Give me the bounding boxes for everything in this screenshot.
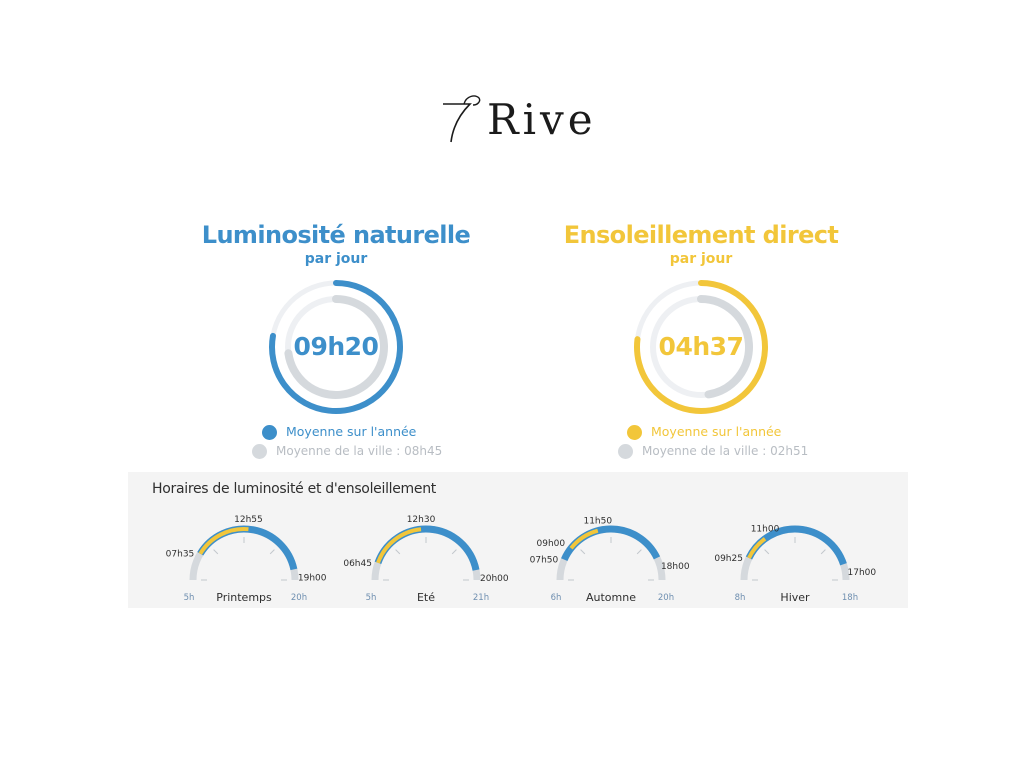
- automne-min-label: 6h: [551, 593, 562, 603]
- hiver-gauge-tick: [764, 549, 770, 555]
- sunshine-subtitle: par jour: [669, 251, 733, 267]
- printemps-daylight-arc: [197, 525, 298, 571]
- printemps-sun-end-label: 12h55: [234, 515, 263, 525]
- hiver-light-end-label: 17h00: [848, 568, 877, 578]
- printemps-gauge-tick: [269, 549, 275, 555]
- luminosity-legend-city: Moyenne de la ville : 08h45: [252, 443, 442, 459]
- automne-gauge-tick: [580, 549, 586, 555]
- hiver-gauge-tick: [820, 549, 826, 555]
- automne-light-start-label: 07h50: [530, 556, 559, 566]
- automne-sun-end-label: 11h50: [583, 517, 612, 527]
- season-gauges: 5h 20h Printemps 07h35 19h00 12h55 5h 21h Eté 06h…: [166, 515, 877, 604]
- automne-gauge-track: [556, 525, 666, 581]
- ete-gauge-track: [371, 525, 481, 581]
- sunshine-ring: 04h37: [631, 277, 771, 417]
- automne-max-label: 20h: [658, 593, 674, 603]
- automne-season-name: Automne: [586, 591, 636, 604]
- printemps-gauge-tick: [213, 549, 219, 555]
- ete-sunshine-arc: [376, 527, 422, 564]
- printemps-season-name: Printemps: [216, 591, 272, 604]
- hiver-sunshine-arc: [747, 537, 767, 559]
- ete-light-end-label: 20h00: [480, 574, 509, 584]
- luminosity-ring-chart: [269, 280, 403, 414]
- hiver-max-label: 18h: [842, 593, 858, 603]
- ete-max-label: 21h: [473, 593, 489, 603]
- brand-name: Rive: [487, 95, 597, 144]
- sunshine-legend-city: Moyenne de la ville : 02h51: [618, 443, 808, 459]
- hiver-gauge-track: [740, 525, 850, 581]
- legend-dot-blue: [262, 424, 277, 440]
- legend-dot-grey: [252, 443, 267, 459]
- printemps-gauge-track: [189, 525, 299, 581]
- printemps-light-start-label: 07h35: [166, 550, 195, 560]
- hiver-min-label: 8h: [735, 593, 746, 603]
- sunshine-legend-city-label: Moyenne de la ville : 02h51: [642, 444, 809, 458]
- seven-mark-icon: [443, 95, 481, 143]
- legend-dot-grey: [618, 443, 633, 459]
- brand-logo: Rive: [440, 92, 600, 148]
- sunshine-header: Ensoleillement direct par jour: [541, 218, 861, 268]
- sunshine-city-arc: [697, 295, 753, 399]
- ete-min-label: 5h: [366, 593, 377, 603]
- luminosity-header: Luminosité naturelle par jour: [176, 218, 496, 268]
- printemps-min-label: 5h: [184, 593, 195, 603]
- luminosity-legend-year: Moyenne sur l'année: [262, 424, 416, 440]
- luminosity-legend-year-label: Moyenne sur l'année: [286, 424, 417, 439]
- legend-dot-yellow: [627, 424, 642, 440]
- automne-sun-start-label: 09h00: [537, 539, 566, 549]
- luminosity-subtitle: par jour: [304, 251, 368, 267]
- automne-light-end-label: 18h00: [661, 562, 690, 572]
- schedule-panel: 5h 20h Printemps 07h35 19h00 12h55 5h 21h Eté 06h…: [128, 472, 908, 608]
- sunshine-legend-year: Moyenne sur l'année: [627, 424, 781, 440]
- ete-sun-end-label: 12h30: [407, 515, 436, 525]
- hiver-sun-end-label: 11h00: [751, 525, 780, 535]
- automne-gauge-tick: [636, 549, 642, 555]
- automne-daylight-arc: [561, 525, 661, 562]
- luminosity-value: 09h20: [293, 332, 379, 361]
- sunshine-value: 04h37: [658, 332, 744, 361]
- ete-gauge-tick: [451, 549, 457, 555]
- ete-light-start-label: 06h45: [343, 559, 372, 569]
- luminosity-city-arc: [284, 295, 388, 399]
- printemps-sunshine-arc: [198, 527, 249, 555]
- schedule-title: Horaires de luminosité et d'ensoleilleme…: [152, 481, 436, 497]
- ete-daylight-arc: [374, 525, 480, 571]
- ete-season-name: Eté: [417, 591, 435, 604]
- sunshine-legend-year-label: Moyenne sur l'année: [651, 424, 782, 439]
- printemps-max-label: 20h: [291, 593, 307, 603]
- luminosity-title: Luminosité naturelle: [201, 221, 471, 249]
- luminosity-ring: 09h20: [266, 277, 406, 417]
- sunshine-ring-chart: [634, 280, 768, 414]
- printemps-light-end-label: 19h00: [298, 573, 327, 583]
- hiver-season-name: Hiver: [780, 591, 810, 604]
- hiver-light-start-label: 09h25: [714, 554, 743, 564]
- automne-sunshine-arc: [569, 528, 599, 550]
- sunshine-year-arc: [634, 280, 768, 414]
- luminosity-legend-city-label: Moyenne de la ville : 08h45: [276, 444, 443, 458]
- sunshine-title: Ensoleillement direct: [563, 221, 839, 249]
- luminosity-year-arc: [269, 280, 403, 414]
- ete-gauge-tick: [395, 549, 401, 555]
